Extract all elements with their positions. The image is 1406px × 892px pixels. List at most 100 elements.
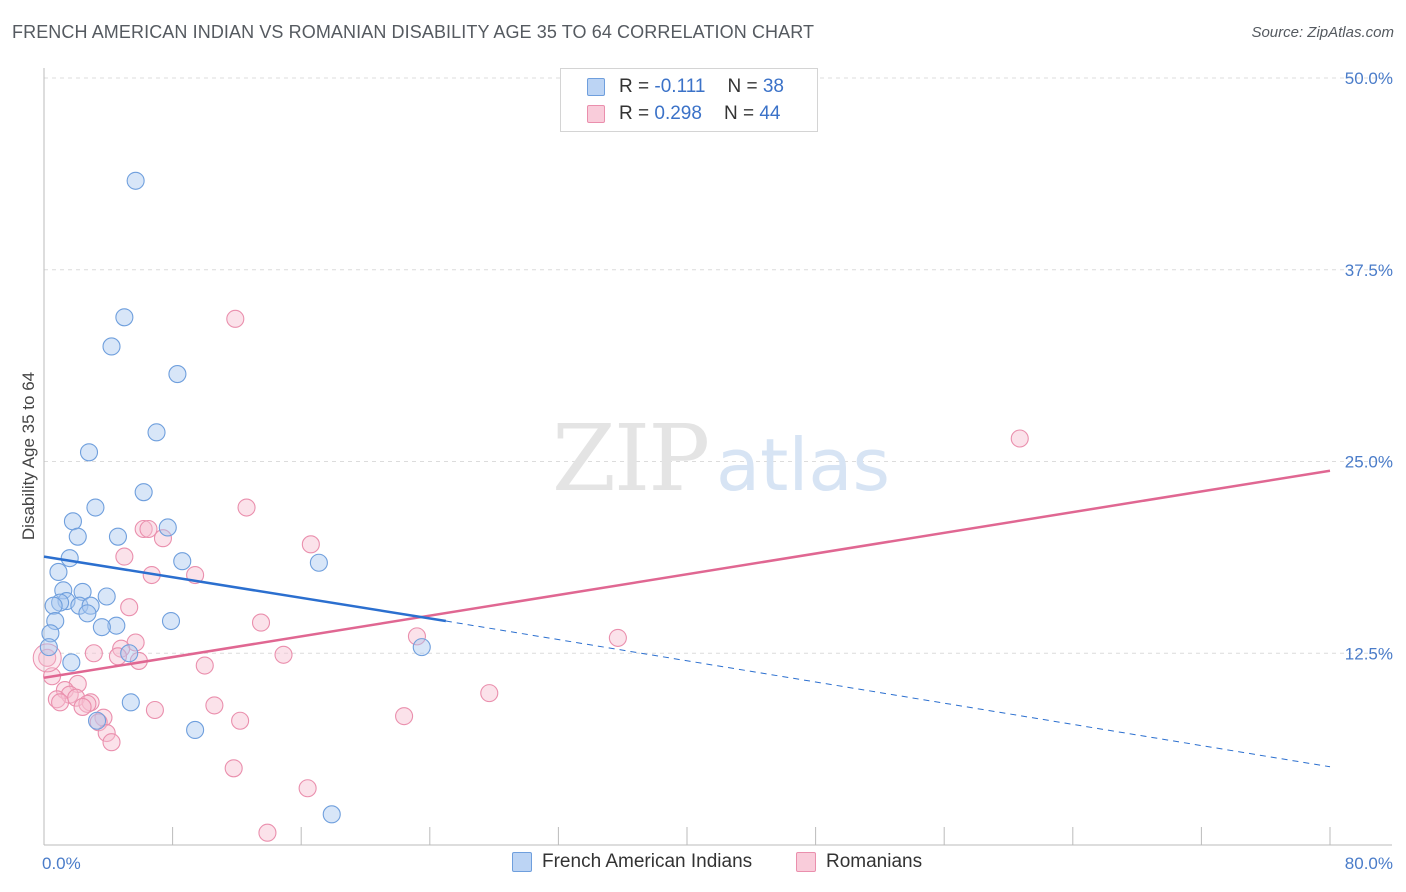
data-point-french-american-indians (41, 624, 60, 643)
x-tick-label: 80.0% (1345, 854, 1393, 873)
data-point-romanians (407, 627, 426, 646)
data-point-french-american-indians (39, 638, 58, 657)
trendline-french-american-indians-extension (445, 620, 1331, 768)
legend-swatch-blue (512, 852, 532, 872)
data-point-french-american-indians (62, 653, 81, 672)
y-tick-label: 25.0% (1345, 453, 1393, 472)
legend-r-value: -0.111 (654, 76, 706, 97)
y-tick-label: 12.5% (1345, 644, 1393, 663)
data-point-romanians (139, 519, 158, 539)
legend-swatch-blue (587, 78, 605, 96)
data-point-romanians (84, 644, 103, 663)
data-point-french-american-indians (108, 527, 127, 546)
legend-item-french-american-indians: French American Indians (512, 851, 752, 873)
y-tick-label: 50.0% (1345, 69, 1393, 88)
data-point-french-american-indians (168, 365, 187, 384)
data-point-romanians (251, 613, 271, 632)
legend-n-value: 44 (759, 103, 781, 124)
data-point-french-american-indians (86, 498, 105, 517)
data-point-french-american-indians (322, 805, 341, 824)
legend-n-label: N = (727, 76, 758, 97)
legend-r-label: R = (619, 103, 650, 124)
legend-item-romanians: Romanians (796, 851, 922, 873)
data-point-romanians (145, 700, 164, 720)
axes (43, 68, 1392, 846)
data-point-french-american-indians (79, 443, 99, 462)
data-point-romanians (1010, 429, 1029, 448)
legend-swatch-pink (587, 105, 605, 123)
data-point-french-american-indians (107, 616, 126, 635)
series-french-american-indians-points (39, 171, 431, 824)
data-point-romanians (258, 823, 277, 842)
data-point-french-american-indians (63, 512, 82, 531)
data-point-french-american-indians (309, 553, 328, 572)
data-point-french-american-indians (126, 171, 145, 190)
legend-swatch-pink (796, 852, 816, 872)
data-point-romanians (47, 690, 66, 709)
data-point-romanians (237, 498, 256, 517)
data-point-romanians (134, 519, 153, 539)
data-point-french-american-indians (121, 693, 140, 712)
legend-label: Romanians (826, 851, 923, 872)
data-point-romanians (120, 598, 139, 617)
data-point-french-american-indians (173, 552, 192, 571)
x-tick-label: 0.0% (42, 854, 81, 873)
y-axis-label: Disability Age 35 to 64 (19, 372, 38, 540)
data-point-romanians (395, 707, 414, 726)
legend-n-label: N = (723, 103, 755, 124)
y-tick-labels: 12.5% 25.0% 37.5% 50.0% (1345, 69, 1393, 663)
x-tick-labels: 0.0% 80.0% (42, 854, 1393, 873)
series-romanians-points (32, 309, 1029, 842)
data-point-french-american-indians (73, 582, 92, 601)
data-point-french-american-indians (186, 720, 205, 740)
legend-r-value: 0.298 (654, 103, 702, 124)
data-point-romanians (73, 697, 92, 716)
data-point-french-american-indians (68, 527, 87, 546)
data-point-romanians (78, 694, 97, 713)
data-point-romanians (231, 711, 250, 730)
watermark-zip: ZIP (552, 405, 708, 512)
data-point-french-american-indians (412, 638, 431, 657)
data-point-romanians (608, 628, 627, 647)
data-point-french-american-indians (97, 587, 116, 606)
trendlines (43, 469, 1331, 768)
watermark: ZIP atlas (552, 405, 890, 512)
data-point-romanians (153, 529, 173, 548)
data-point-romanians (102, 733, 121, 752)
data-point-french-american-indians (78, 604, 97, 623)
data-point-romanians (480, 684, 499, 703)
data-point-romanians (51, 693, 70, 712)
series-legend: French American Indians Romanians (0, 851, 1406, 877)
data-point-french-american-indians (161, 611, 181, 631)
legend-row-pink: R = 0.298 N = 44 (587, 102, 780, 126)
data-point-romanians (115, 547, 134, 566)
data-point-french-american-indians (49, 562, 68, 581)
data-point-french-american-indians (44, 596, 63, 615)
watermark-atlas: atlas (716, 423, 890, 507)
data-point-french-american-indians (134, 483, 153, 502)
data-point-romanians (298, 779, 317, 798)
data-point-romanians (97, 723, 116, 743)
data-point-french-american-indians (60, 549, 79, 568)
y-tick-label: 37.5% (1345, 261, 1393, 280)
data-point-romanians (301, 535, 320, 554)
trendline-french-american-indians (43, 555, 447, 623)
gridlines (44, 77, 1392, 654)
trendline-romanians (43, 469, 1331, 680)
data-point-romanians (224, 759, 243, 778)
data-point-french-american-indians (92, 618, 111, 637)
data-point-romanians (195, 656, 214, 675)
data-point-french-american-indians (87, 711, 107, 730)
legend-row-blue: R = -0.111 N = 38 (587, 75, 784, 99)
chart-title: FRENCH AMERICAN INDIAN VS ROMANIAN DISAB… (12, 22, 815, 42)
data-point-french-american-indians (147, 423, 166, 442)
source-label: Source: ZipAtlas.com (1251, 24, 1394, 41)
legend-r-label: R = (619, 76, 650, 97)
data-point-romanians (32, 643, 62, 673)
legend-label: French American Indians (542, 851, 753, 872)
data-point-french-american-indians (115, 308, 134, 327)
correlation-legend: R = -0.111 N = 38 R = 0.298 N = 44 (560, 68, 818, 132)
data-point-romanians (205, 696, 224, 715)
data-point-romanians (274, 645, 293, 664)
data-point-romanians (226, 309, 245, 328)
